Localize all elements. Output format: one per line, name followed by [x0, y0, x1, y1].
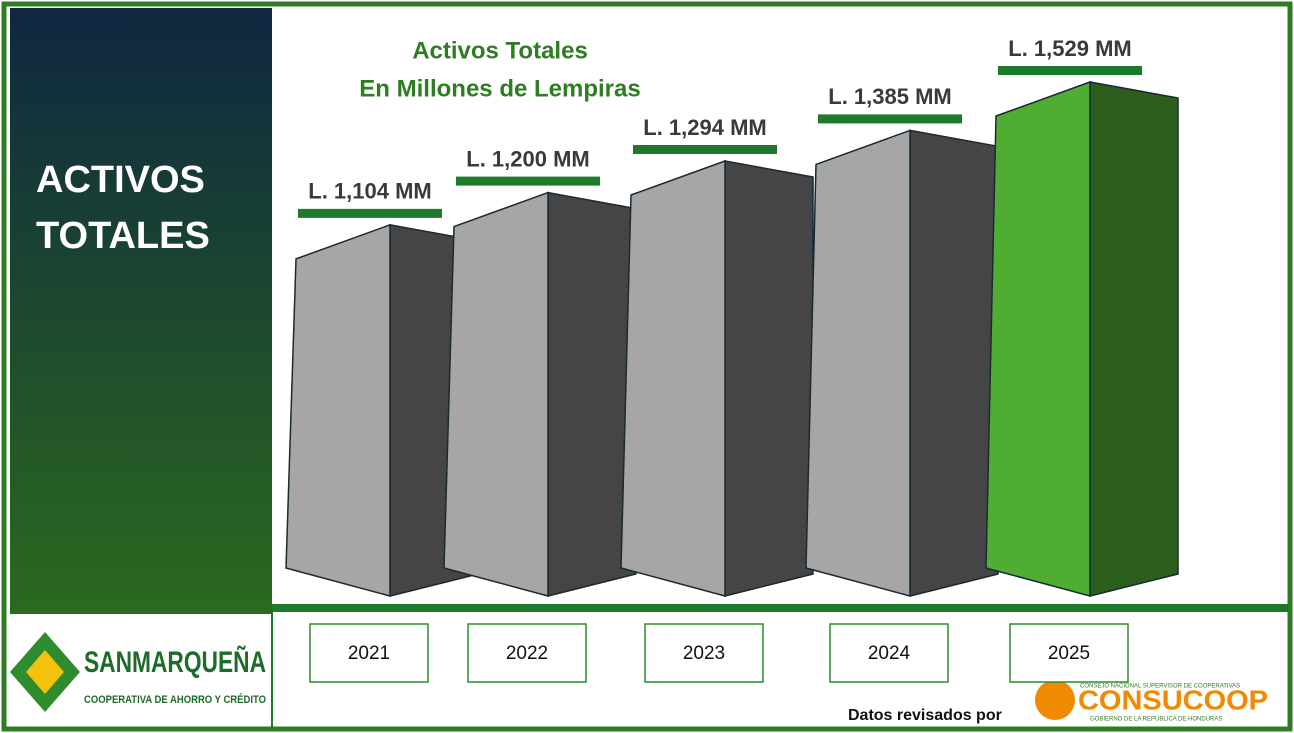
- bar: [620, 159, 814, 597]
- value-label: L. 1,385 MM: [828, 84, 951, 109]
- year-box: [467, 623, 587, 683]
- bar: [443, 191, 637, 597]
- year-box: [1009, 623, 1129, 683]
- reviewed-by: Datos revisados por: [848, 707, 1002, 724]
- side-title: TOTALES: [36, 215, 210, 257]
- label-underline: [456, 176, 600, 186]
- year-box: [829, 623, 949, 683]
- value-label: L. 1,200 MM: [466, 146, 589, 171]
- bar-side: [1089, 81, 1179, 597]
- bar-front: [285, 223, 391, 597]
- logo-tagline: COOPERATIVA DE AHORRO Y CRÉDITO: [84, 693, 266, 706]
- bar-front: [805, 129, 911, 597]
- bar: [805, 129, 999, 597]
- value-label: L. 1,294 MM: [643, 115, 766, 140]
- org-name: CONSUCOOP: [1078, 684, 1268, 715]
- logo-name: SANMARQUEÑA: [84, 645, 266, 679]
- label-underline: [818, 114, 962, 124]
- bar-front: [985, 80, 1091, 597]
- org-icon: [1035, 680, 1075, 720]
- org-line2: GOBIERNO DE LA REPÚBLICA DE HONDURAS: [1090, 716, 1222, 723]
- org-line1: CONSEJO NACIONAL SUPERVISOR DE COOPERATI…: [1080, 684, 1240, 690]
- year-box: [309, 623, 429, 683]
- value-label: L. 1,104 MM: [308, 179, 431, 204]
- year-box: [644, 623, 764, 683]
- label-underline: [298, 208, 442, 218]
- x-tick-label: 2022: [506, 643, 548, 664]
- bar-front: [620, 159, 726, 597]
- chart-title: Activos Totales: [412, 37, 588, 64]
- bar-side: [909, 129, 999, 597]
- bar: [985, 80, 1179, 597]
- side-title: ACTIVOS: [36, 159, 205, 201]
- x-tick-label: 2024: [868, 643, 911, 664]
- chart-subtitle: En Millones de Lempiras: [359, 75, 640, 102]
- side-panel: [10, 8, 272, 614]
- bar-front: [443, 191, 549, 597]
- x-tick-label: 2023: [683, 643, 725, 664]
- label-underline: [998, 66, 1142, 75]
- label-underline: [633, 144, 777, 154]
- bar-side: [724, 160, 814, 597]
- logo: SANMARQUEÑA COOPERATIVA DE AHORRO Y CRÉD…: [10, 632, 266, 712]
- x-tick-label: 2021: [348, 643, 390, 664]
- baseline-bar: [272, 604, 1288, 612]
- logo-icon: [26, 650, 64, 694]
- x-tick-label: 2025: [1048, 643, 1090, 664]
- value-label: L. 1,529 MM: [1008, 36, 1131, 61]
